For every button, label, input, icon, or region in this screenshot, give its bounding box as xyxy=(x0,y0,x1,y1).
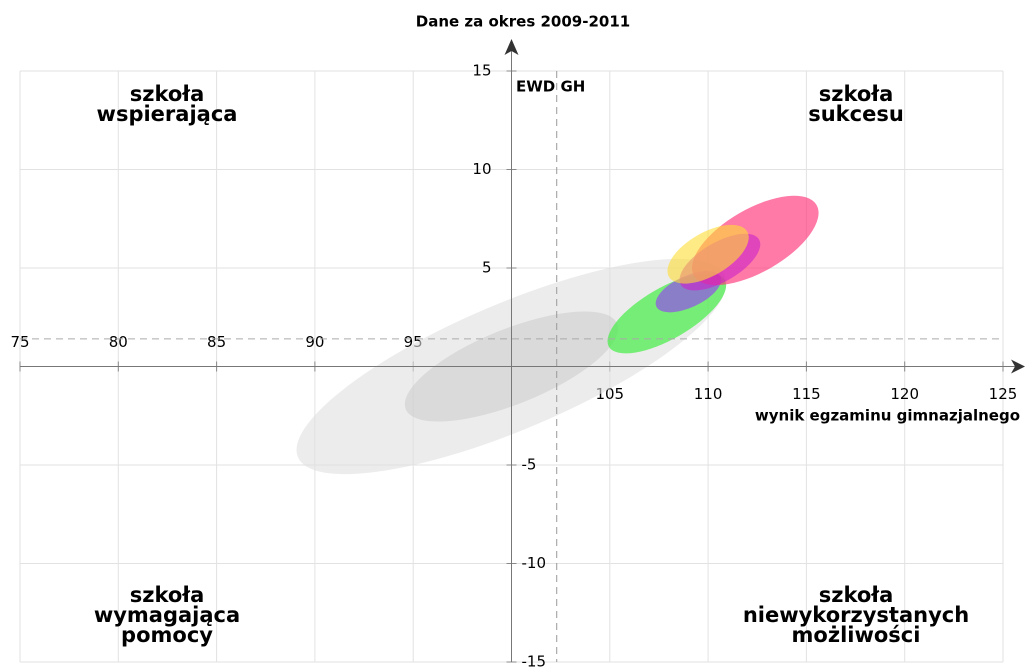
x-tick-label: 80 xyxy=(109,333,128,351)
quadrant-label: niewykorzystanych xyxy=(743,603,969,627)
quadrant-label: pomocy xyxy=(121,623,213,647)
quadrant-label: szkoła xyxy=(130,583,205,607)
y-tick-label: 15 xyxy=(472,62,491,80)
x-tick-label: 85 xyxy=(207,333,226,351)
x-tick-label: 115 xyxy=(792,385,821,403)
y-tick-label: -10 xyxy=(522,554,547,572)
x-tick-label: 90 xyxy=(305,333,324,351)
y-tick-label: 5 xyxy=(482,259,492,277)
x-tick-label: 75 xyxy=(10,333,29,351)
y-axis-label: EWD GH xyxy=(516,78,585,96)
x-tick-label: 125 xyxy=(989,385,1018,403)
chart-title: Dane za okres 2009-2011 xyxy=(416,13,630,31)
x-arrow xyxy=(1011,359,1025,374)
quadrant-label: możliwości xyxy=(792,623,921,647)
x-tick-label: 120 xyxy=(890,385,919,403)
x-axis-label: wynik egzaminu gimnazjalnego xyxy=(755,407,1020,425)
y-tick-label: 10 xyxy=(472,160,491,178)
quadrant-label: szkoła xyxy=(130,82,205,106)
y-tick-label: -5 xyxy=(522,456,537,474)
quadrant-label: sukcesu xyxy=(808,102,904,126)
quadrant-label: szkoła xyxy=(819,82,894,106)
y-tick-label: -15 xyxy=(522,653,547,667)
ellipse xyxy=(667,224,749,284)
quadrant-label: szkoła xyxy=(819,583,894,607)
quadrant-label: wymagająca xyxy=(94,603,240,627)
y-arrow xyxy=(504,39,519,55)
x-tick-label: 110 xyxy=(694,385,723,403)
quadrant-label: wspierająca xyxy=(97,102,238,126)
